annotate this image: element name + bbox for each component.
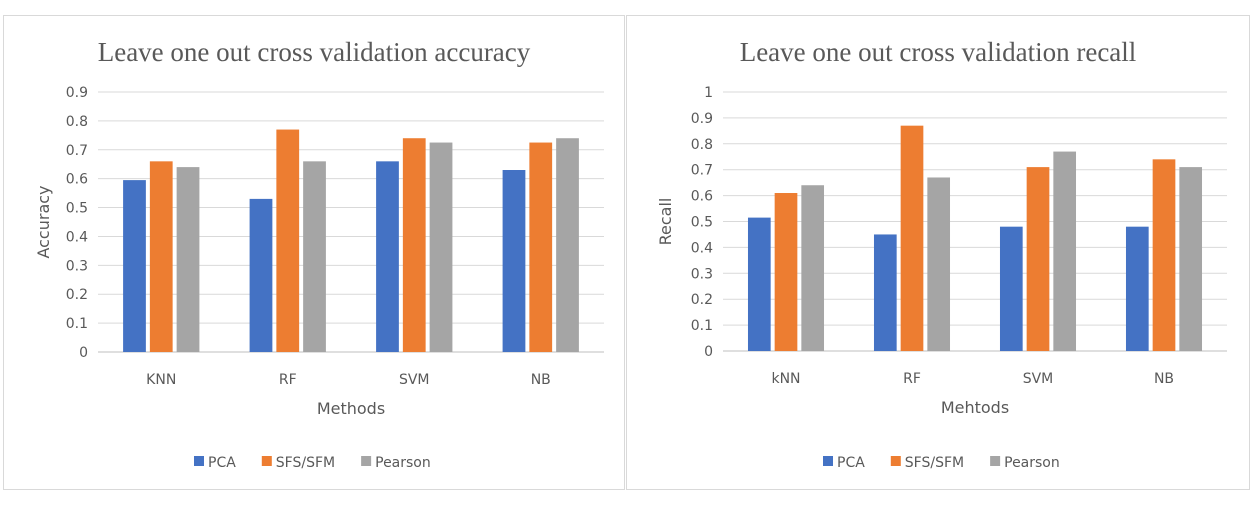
y-tick-label: 0.6 — [66, 172, 88, 188]
bar-svm-pca — [999, 226, 1023, 351]
legend-label: SFS/SFM — [905, 455, 964, 471]
y-tick-label: 0.1 — [691, 318, 713, 334]
y-tick-label: 0.3 — [66, 258, 88, 274]
chart-title: Leave one out cross validation accuracy — [98, 37, 531, 67]
bar-knn-pearson — [801, 185, 825, 351]
bar-rf-pearson — [303, 161, 326, 352]
bar-nb-pca — [1125, 226, 1149, 351]
y-tick-label: 0 — [704, 344, 713, 360]
legend-item-pca: PCA — [194, 455, 236, 471]
bar-svm-sfs-sfm — [402, 138, 426, 352]
legend-swatch — [261, 456, 272, 466]
bar-nb-pca — [502, 170, 526, 352]
y-tick-label: 0.2 — [66, 287, 88, 303]
bar-knn-sfs-sfm — [149, 161, 173, 352]
x-tick-label: SVM — [1023, 371, 1054, 387]
x-tick-label: NB — [531, 372, 551, 388]
legend-item-pca: PCA — [823, 455, 865, 471]
x-tick-label: NB — [1154, 371, 1174, 387]
bar-svm-pca — [376, 161, 399, 352]
y-tick-label: 0 — [79, 345, 88, 361]
x-tick-label: SVM — [399, 372, 430, 388]
bar-rf-pca — [249, 198, 273, 352]
y-tick-label: 0.4 — [66, 229, 88, 245]
bar-rf-sfs-sfm — [276, 129, 300, 352]
x-axis-title: Mehtods — [941, 398, 1009, 417]
y-axis-title: Recall — [656, 198, 675, 246]
bar-svm-pearson — [1053, 151, 1077, 351]
bar-knn-pca — [747, 217, 771, 351]
y-tick-label: 0.1 — [66, 316, 88, 332]
bar-rf-sfs-sfm — [900, 125, 924, 351]
y-tick-label: 0.5 — [66, 201, 88, 217]
bar-nb-pearson — [556, 138, 579, 352]
x-tick-label: kNN — [771, 371, 800, 387]
bar-nb-pearson — [1179, 167, 1203, 351]
bar-knn-sfs-sfm — [774, 193, 798, 351]
legend-item-pearson: Pearson — [990, 455, 1060, 471]
bar-knn-pearson — [176, 167, 200, 352]
legend-swatch — [990, 456, 1001, 466]
legend-label: SFS/SFM — [276, 455, 335, 471]
chart-accuracy: Leave one out cross validation accuracy 0… — [34, 37, 604, 471]
y-tick-label: 0.9 — [66, 85, 88, 101]
y-tick-label: 0.2 — [691, 292, 713, 308]
y-tick-label: 0.8 — [691, 137, 713, 153]
legend-swatch — [361, 456, 372, 466]
y-tick-label: 0.7 — [691, 163, 713, 179]
x-axis-title: Methods — [317, 399, 385, 418]
legend-label: Pearson — [375, 455, 431, 471]
bar-knn-pca — [123, 180, 146, 352]
chart-accuracy-panel: Leave one out cross validation accuracy 0… — [3, 15, 625, 490]
y-tick-label: 0.7 — [66, 143, 88, 159]
bar-nb-sfs-sfm — [529, 142, 553, 352]
x-tick-label: RF — [903, 371, 921, 387]
legend-item-sfs-sfm: SFS/SFM — [261, 455, 335, 471]
legend-swatch — [890, 456, 901, 466]
legend-label: PCA — [208, 455, 236, 471]
chart-recall: Leave one out cross validation recall 0 0.… — [656, 37, 1227, 471]
x-tick-label: RF — [279, 372, 297, 388]
chart-recall-panel: Leave one out cross validation recall 0 0.… — [626, 15, 1250, 490]
bar-svm-sfs-sfm — [1026, 167, 1050, 351]
legend-swatch — [823, 456, 833, 466]
y-axis-title: Accuracy — [34, 185, 53, 258]
legend-label: PCA — [837, 455, 865, 471]
legend-item-pearson: Pearson — [361, 455, 431, 471]
legend-swatch — [194, 456, 204, 466]
chart-title: Leave one out cross validation recall — [740, 37, 1137, 67]
bar-svm-pearson — [429, 142, 453, 352]
y-tick-label: 0.6 — [691, 189, 713, 205]
y-tick-label: 0.4 — [691, 240, 713, 256]
bar-rf-pca — [873, 234, 897, 351]
legend-item-sfs-sfm: SFS/SFM — [890, 455, 964, 471]
y-tick-label: 0.3 — [691, 266, 713, 282]
legend-label: Pearson — [1004, 455, 1060, 471]
bar-rf-pearson — [927, 177, 951, 351]
x-tick-label: KNN — [146, 372, 176, 388]
y-tick-label: 0.9 — [691, 111, 713, 127]
bar-nb-sfs-sfm — [1152, 159, 1176, 351]
y-tick-label: 1 — [704, 85, 713, 101]
y-tick-label: 0.5 — [691, 215, 713, 231]
y-tick-label: 0.8 — [66, 114, 88, 130]
